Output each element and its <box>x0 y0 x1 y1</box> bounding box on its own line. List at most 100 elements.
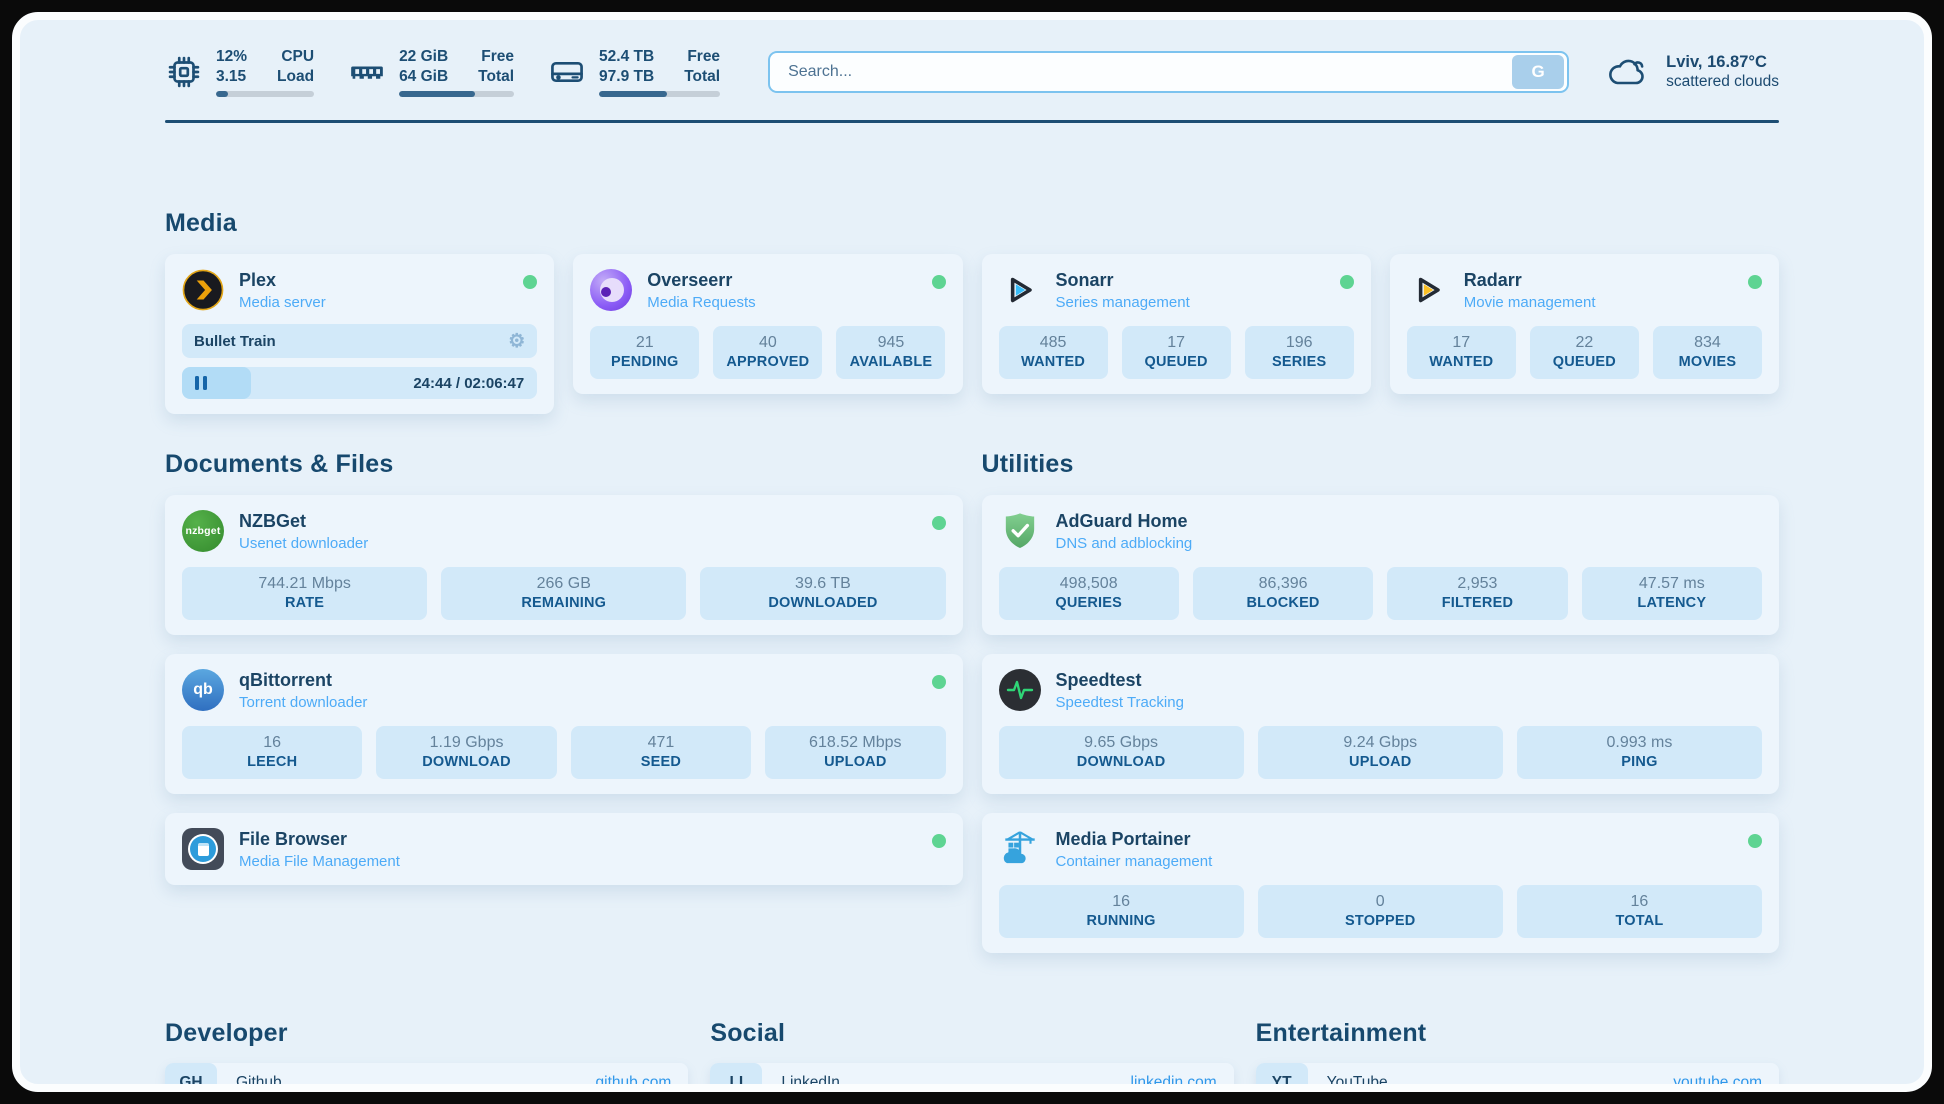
app-card-qbittorrent[interactable]: qb qBittorrent Torrent downloader 16 LEE… <box>165 654 963 794</box>
app-description: Movie management <box>1463 293 1596 311</box>
ram-free-label: Free <box>481 47 515 65</box>
ram-icon <box>348 53 386 91</box>
stat-seed: 471 SEED <box>570 726 752 779</box>
status-online-dot <box>931 275 946 289</box>
stat-queued: 22 QUEUED <box>1529 326 1639 379</box>
app-card-nzbget[interactable]: nzbget NZBGet Usenet downloader 744.21 M… <box>165 495 963 635</box>
cpu-load-value: 3.15 <box>216 68 247 85</box>
section-entertainment: Entertainment YT YouTube youtube.com NF … <box>1255 1019 1779 1091</box>
stat-leech: 16 LEECH <box>182 726 363 779</box>
link-name: Github <box>236 1074 282 1091</box>
app-description: Media server <box>239 293 326 311</box>
dashboard-page: 12% CPU 3.15 Load 22 Gi <box>12 12 1932 1092</box>
section-title-utilities: Utilities <box>981 450 1074 478</box>
app-card-overseerr[interactable]: Overseerr Media Requests 21 PENDING 40 A… <box>573 254 963 394</box>
link-url[interactable]: github.com <box>595 1074 672 1091</box>
weather-condition: scattered clouds <box>1666 73 1779 90</box>
link-row-github[interactable]: GH Github github.com <box>165 1063 689 1091</box>
app-description: Container management <box>1055 852 1213 870</box>
app-name: Plex <box>239 270 277 290</box>
disk-free-value: 52.4 TB <box>599 47 655 65</box>
app-description: Media File Management <box>239 852 400 870</box>
ram-total-value: 64 GiB <box>399 68 449 85</box>
cpu-usage-value: 12% <box>216 47 248 65</box>
disk-total-label: Total <box>684 68 721 85</box>
section-title-developer: Developer <box>165 1019 288 1047</box>
playback-progress-fill <box>182 367 252 399</box>
weather-location-temp: Lviv, 16.87°C <box>1666 53 1767 71</box>
stat-queued: 17 QUEUED <box>1121 326 1231 379</box>
stat-queries: 498,508 QUERIES <box>998 567 1179 620</box>
app-name: qBittorrent <box>239 670 332 690</box>
sonarr-icon <box>999 269 1041 311</box>
gear-icon[interactable]: ⚙ <box>508 330 526 352</box>
app-name: File Browser <box>239 829 348 849</box>
portainer-icon <box>999 828 1041 870</box>
speedtest-icon <box>998 669 1041 711</box>
status-online-dot <box>1339 275 1354 289</box>
status-online-dot <box>1748 834 1762 848</box>
app-description: Speedtest Tracking <box>1055 693 1184 711</box>
section-title-documents: Documents & Files <box>165 450 394 478</box>
stat-upload: 9.24 Gbps UPLOAD <box>1257 726 1503 779</box>
link-row-linkedin[interactable]: LI LinkedIn linkedin.com <box>710 1063 1234 1091</box>
stat-latency: 47.57 ms LATENCY <box>1581 567 1762 620</box>
app-description: Torrent downloader <box>239 693 368 711</box>
section-title-entertainment: Entertainment <box>1255 1019 1427 1047</box>
disk-stat: 52.4 TB Free 97.9 TB Total <box>548 47 721 98</box>
app-name: Media Portainer <box>1055 829 1191 849</box>
playback-progress-bar: 24:44 / 02:06:47 <box>182 367 538 399</box>
now-playing-title: Bullet Train <box>194 332 276 350</box>
overseerr-icon <box>590 269 633 311</box>
app-name: Speedtest <box>1055 670 1142 690</box>
stat-download: 1.19 Gbps DOWNLOAD <box>376 726 557 779</box>
app-description: DNS and adblocking <box>1055 534 1193 552</box>
nzbget-icon: nzbget <box>182 510 224 552</box>
disk-progress-bar <box>599 91 721 98</box>
link-abbr-badge: YT <box>1255 1063 1308 1084</box>
app-card-adguard[interactable]: AdGuard Home DNS and adblocking 498,508 … <box>981 495 1779 635</box>
app-card-radarr[interactable]: Radarr Movie management 17 WANTED 22 QUE… <box>1389 254 1779 394</box>
cpu-progress-bar <box>216 91 315 98</box>
link-url[interactable]: youtube.com <box>1673 1074 1762 1091</box>
app-description: Media Requests <box>647 293 756 311</box>
stat-download: 9.65 Gbps DOWNLOAD <box>998 726 1244 779</box>
stat-blocked: 86,396 BLOCKED <box>1192 567 1374 620</box>
section-title-media: Media <box>165 209 237 237</box>
app-card-sonarr[interactable]: Sonarr Series management 485 WANTED 17 Q… <box>981 254 1371 394</box>
stat-series: 196 SERIES <box>1244 326 1354 379</box>
link-url[interactable]: linkedin.com <box>1130 1074 1217 1091</box>
cpu-stat: 12% CPU 3.15 Load <box>165 47 315 98</box>
stat-filtered: 2,953 FILTERED <box>1387 567 1568 620</box>
stat-pending: 21 PENDING <box>590 326 700 379</box>
stat-movies: 834 MOVIES <box>1652 326 1762 379</box>
header-bar: 12% CPU 3.15 Load 22 Gi <box>165 42 1779 102</box>
link-name: YouTube <box>1326 1074 1388 1091</box>
app-card-plex[interactable]: Plex Media server Bullet Train ⚙ 24:44 /… <box>165 254 555 414</box>
status-online-dot <box>931 675 946 689</box>
section-developer: Developer GH Github github.com SO StackO… <box>165 1019 689 1091</box>
stat-remaining: 266 GB REMAINING <box>441 567 687 620</box>
stat-wanted: 17 WANTED <box>1406 326 1516 379</box>
pause-icon[interactable] <box>195 376 207 390</box>
status-online-dot <box>931 834 946 848</box>
app-card-portainer[interactable]: Media Portainer Container management 16 … <box>981 813 1779 953</box>
app-card-speedtest[interactable]: Speedtest Speedtest Tracking 9.65 Gbps D… <box>981 654 1779 794</box>
stat-running: 16 RUNNING <box>998 885 1244 938</box>
ram-stat: 22 GiB Free 64 GiB Total <box>348 47 515 98</box>
link-abbr-badge: GH <box>165 1063 217 1084</box>
search-engine-button[interactable]: G <box>1512 55 1565 89</box>
status-online-dot <box>1748 275 1762 289</box>
cpu-load-label: Load <box>277 68 315 85</box>
link-row-youtube[interactable]: YT YouTube youtube.com <box>1255 1063 1779 1091</box>
stat-upload: 618.52 Mbps UPLOAD <box>765 726 946 779</box>
disk-total-value: 97.9 TB <box>599 68 655 85</box>
stat-approved: 40 APPROVED <box>713 326 823 379</box>
disk-free-label: Free <box>687 47 721 65</box>
disk-icon <box>548 53 586 91</box>
app-name: AdGuard Home <box>1055 511 1188 531</box>
now-playing-bar[interactable]: Bullet Train ⚙ <box>182 324 538 358</box>
playback-time: 24:44 / 02:06:47 <box>413 374 525 392</box>
app-card-filebrowser[interactable]: File Browser Media File Management <box>165 813 963 885</box>
search-input[interactable] <box>770 63 1513 81</box>
